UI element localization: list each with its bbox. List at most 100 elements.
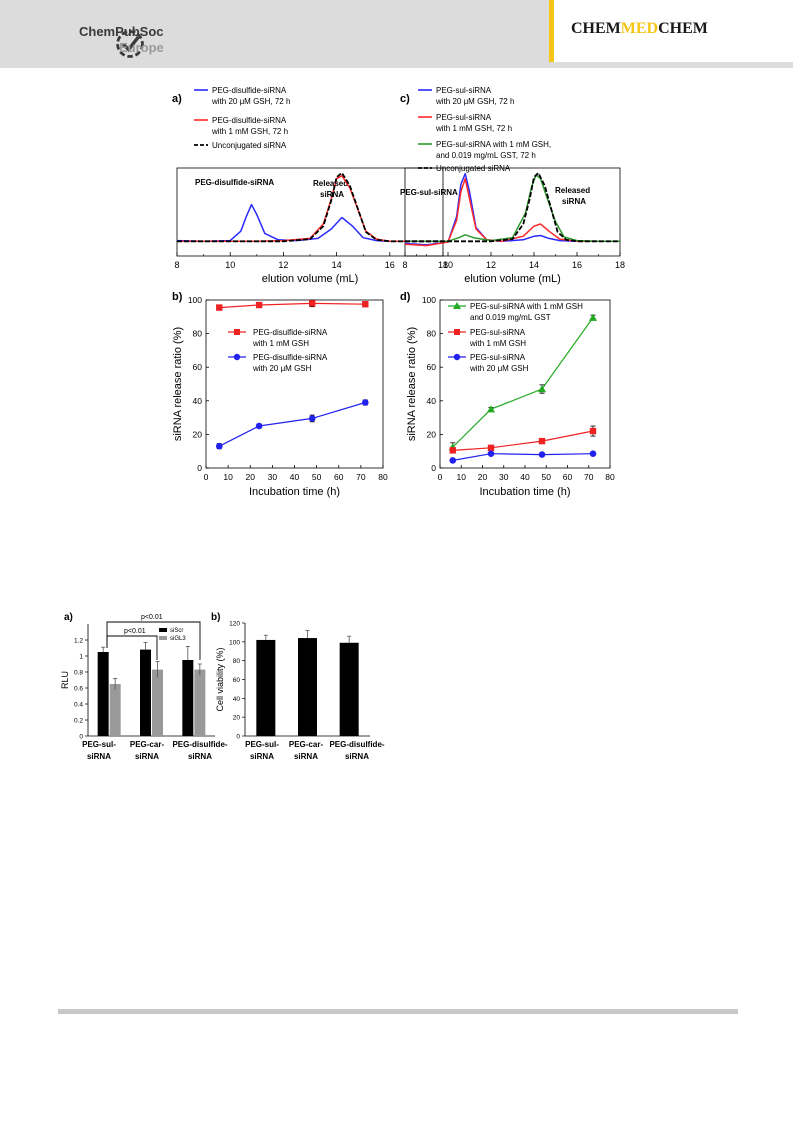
figure-1: a) PEG-disulfide-siRNA with 20 μM GSH, 7… [172,86,625,498]
data-point [255,301,263,309]
y-tick-label: 100 [188,295,202,305]
data-point [589,427,597,435]
y-axis-label: siRNA release ratio (%) [172,327,184,441]
chart-elution-a: 8 10 12 14 16 18 elution volume (mL) [174,167,448,285]
series-line-4 [405,172,620,243]
bar-siScr [182,660,194,736]
footer-rule [58,1009,738,1014]
x-axis-label: elution volume (mL) [464,273,561,285]
fig2-panel-b-label: b) [211,612,220,623]
journal-banner [549,0,793,62]
y-tick-label: 1.2 [74,638,83,645]
legend-marker-b-1 [234,329,240,335]
journal-name-part1: CHEM [571,20,621,37]
bracket-top [106,621,201,660]
panel-c-legend: PEG-sul-siRNA with 20 μM GSH, 72 h PEG-s… [418,86,551,173]
x-tick-label: 60 [334,472,344,482]
legend-marker-d-2 [454,329,460,335]
legend-c-2-line2: with 1 mM GSH, 72 h [435,124,512,133]
data-point [449,457,457,464]
chart-elution-c: 8 10 12 14 16 18 elution volume (mL) [402,167,625,285]
chart-release-d: 0 10 20 30 40 50 60 70 80 0 20 40 60 80 100 Incubation … [406,295,615,498]
legend-a-3-line1: Unconjugated siRNA [212,141,287,150]
y-tick-label: 80 [233,658,241,665]
y-axis-label: Cell viability (%) [215,647,225,711]
x-tick-label: 14 [332,260,342,270]
y-tick-label: 20 [193,429,203,439]
legend-b-2-line1: PEG-disulfide-siRNA [253,353,328,362]
sig-top-label: p<0.01 [141,614,163,621]
fig2a-cat-3-line2: siRNA [188,752,212,761]
significance-brackets: p<0.01 p<0.01 [106,614,201,660]
legend-c-3-line2: and 0.019 mg/mL GST, 72 h [436,151,536,160]
bracket-mid [106,635,158,660]
x-tick-label: 30 [499,472,509,482]
publisher-region: Europe [119,40,164,55]
y-tick-label: 80 [427,329,437,339]
y-tick-label: 0 [79,734,83,741]
y-tick-label: 20 [233,715,241,722]
panel-a-label: a) [172,93,182,105]
data-point [216,304,223,311]
x-tick-label: 10 [223,472,233,482]
annotation-c-conjugate: PEG-sul-siRNA [400,188,458,197]
y-tick-label: 60 [427,362,437,372]
legend-d-2-line1: PEG-sul-siRNA [470,328,526,337]
data-point [538,385,546,393]
legend-siscr: siScr [170,628,183,634]
bar-siScr [140,649,151,736]
series-line-3 [177,172,443,243]
y-tick-label: 40 [427,396,437,406]
x-tick-label: 40 [520,472,530,482]
panel-c-label: c) [400,93,410,105]
y-tick-label: 120 [229,621,240,628]
data-point [215,442,223,450]
series-line-1 [176,203,443,243]
y-tick-label: 40 [233,696,241,703]
fig2a-cat-2-line2: siRNA [135,752,159,761]
annotation-c-released-1: Released [555,186,590,195]
annotation-c-released-2: siRNA [562,197,586,206]
y-tick-label: 100 [422,295,436,305]
x-tick-label: 70 [356,472,366,482]
data-point [449,447,456,454]
data-point [589,450,597,458]
chart-cell-viability: 0 20 40 60 80 100 120 Cell viability (%) [215,621,370,741]
x-tick-label: 30 [268,472,278,482]
x-tick-label: 60 [563,472,573,482]
y-tick-label: 20 [427,429,437,439]
x-tick-label: 70 [584,472,594,482]
x-tick-label: 12 [486,260,496,270]
x-tick-label: 18 [438,260,448,270]
journal-accent-bar [549,0,554,62]
journal-name: CHEMMEDCHEM [571,20,708,38]
legend-b-1-line2: with 1 mM GSH [252,339,309,348]
x-tick-label: 10 [457,472,467,482]
x-tick-label: 80 [605,472,615,482]
fig2a-cat-1-line2: siRNA [87,752,111,761]
fig2a-cat-2-line1: PEG-car- [130,740,165,749]
journal-name-part3: CHEM [658,20,708,37]
y-tick-label: 40 [193,396,203,406]
x-axis-label: Incubation time (h) [249,486,340,498]
legend-a-1-line2: with 20 μM GSH, 72 h [211,97,290,106]
legend-b-2-line2: with 20 μM GSH [252,364,312,373]
y-tick-label: 60 [233,677,241,684]
legend-a-2-line2: with 1 mM GSH, 72 h [211,127,288,136]
fig2-panel-a-label: a) [64,612,73,623]
legend-swatch-sigl3 [159,636,167,640]
x-axis-label: Incubation time (h) [479,486,570,498]
series-line-1 [452,317,594,448]
legend-c-3-line1: PEG-sul-siRNA with 1 mM GSH, [436,140,551,149]
bar-siGL3 [194,669,206,736]
x-tick-label: 14 [529,260,539,270]
fig2b-cat-2-line2: siRNA [294,752,318,761]
x-tick-label: 8 [174,260,179,270]
series-line-1 [219,302,366,309]
legend-a-2-line1: PEG-disulfide-siRNA [212,116,287,125]
bar-siGL3 [152,669,163,736]
journal-name-part2: MED [620,20,659,37]
x-axis-label: elution volume (mL) [262,273,359,285]
y-axis-label: siRNA release ratio (%) [406,327,418,441]
legend-b-1-line1: PEG-disulfide-siRNA [253,328,328,337]
